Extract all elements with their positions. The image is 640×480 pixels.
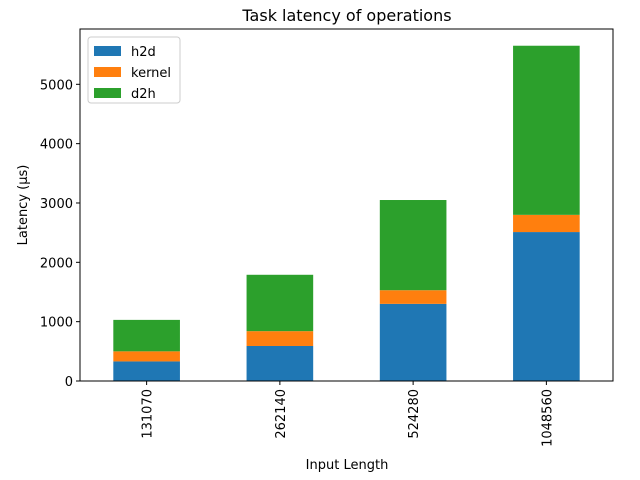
bar-d2h-524280 — [379, 200, 447, 291]
bar-h2d-131070 — [113, 361, 180, 381]
bar-kernel-131070 — [113, 351, 180, 362]
y-axis: 0 1000 2000 3000 4000 5000 — [40, 78, 80, 390]
plot-frame — [79, 28, 614, 382]
y-tick-label: 1000 — [40, 316, 73, 331]
legend-label-h2d: h2d — [131, 45, 156, 60]
x-tick-label: 524280 — [407, 389, 422, 439]
bar-d2h-262140 — [246, 274, 314, 332]
legend-label-d2h: d2h — [131, 87, 156, 102]
x-axis-label: Input Length — [306, 458, 389, 473]
x-tick-label: 262140 — [274, 389, 289, 439]
y-tick-label: 5000 — [40, 78, 73, 93]
legend: h2d kernel d2h — [87, 36, 181, 104]
legend-swatch-kernel — [94, 67, 121, 77]
y-tick-label: 3000 — [40, 197, 73, 212]
bar-h2d-1048560 — [513, 232, 580, 381]
bar-h2d-262140 — [246, 345, 314, 381]
bar-d2h-131070 — [113, 319, 180, 352]
legend-swatch-h2d — [94, 46, 121, 56]
chart-title: Task latency of operations — [241, 6, 451, 25]
bar-d2h-1048560 — [513, 45, 580, 215]
y-tick-label: 0 — [65, 375, 73, 390]
y-tick-label: 2000 — [40, 256, 73, 271]
bar-h2d-524280 — [379, 303, 447, 381]
x-tick-label: 1048560 — [540, 389, 555, 447]
y-axis-label: Latency (μs) — [16, 165, 31, 246]
legend-label-kernel: kernel — [131, 66, 171, 81]
bar-kernel-1048560 — [513, 214, 580, 233]
x-axis: 131070 262140 524280 1048560 — [141, 381, 555, 447]
x-tick-label: 131070 — [141, 389, 156, 439]
legend-swatch-d2h — [94, 88, 121, 98]
bars-group — [113, 45, 580, 381]
bar-kernel-524280 — [379, 290, 447, 304]
y-tick-label: 4000 — [40, 138, 73, 153]
bar-kernel-262140 — [246, 331, 314, 346]
